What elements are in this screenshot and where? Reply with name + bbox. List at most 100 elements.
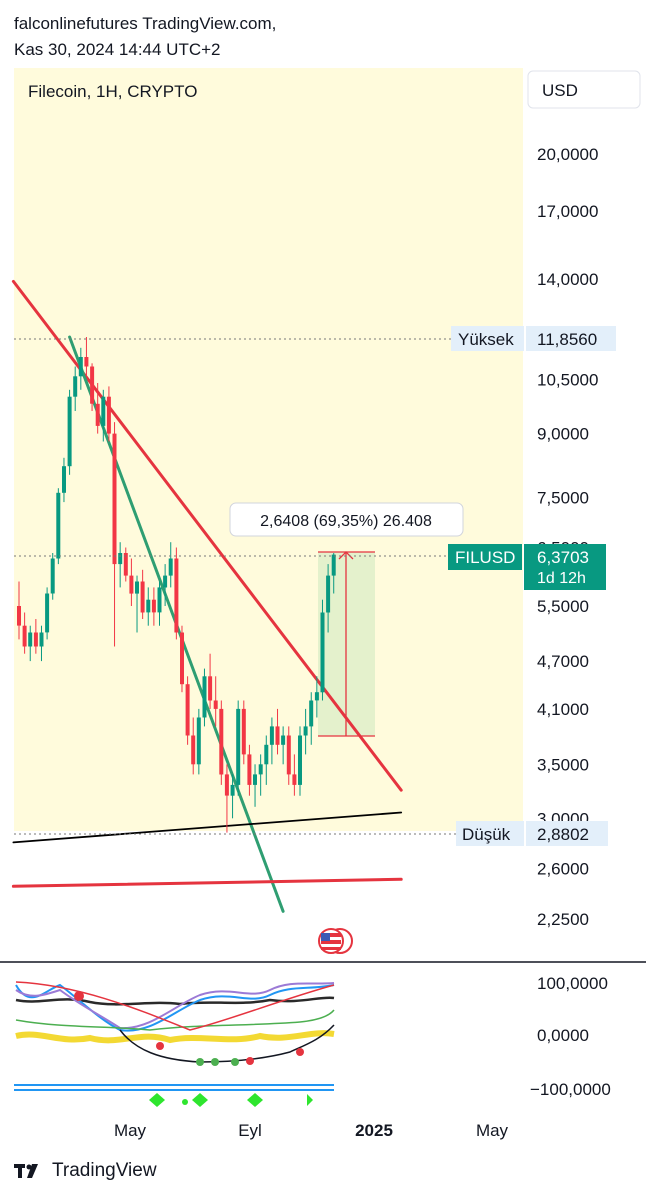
- candle-body: [39, 632, 44, 647]
- low-label: Düşük: [462, 825, 511, 844]
- candle-body: [33, 632, 38, 647]
- lower-red-line: [11, 877, 403, 888]
- candle-body: [151, 599, 156, 613]
- candle-body: [146, 599, 151, 613]
- tradingview-logo-icon: [14, 1164, 38, 1178]
- watermark-author: falconlinefutures TradingView.com,: [14, 14, 277, 33]
- y-tick-label: 7,5000: [537, 488, 589, 507]
- candle-body: [106, 396, 111, 434]
- watermark-timestamp: Kas 30, 2024 14:44 UTC+2: [14, 40, 221, 59]
- measure-arrowhead: [338, 551, 354, 560]
- candle-body: [180, 632, 184, 685]
- candle-body: [185, 684, 190, 736]
- candle-body: [140, 581, 145, 613]
- indicator-tick-zero: 0,0000: [537, 1026, 589, 1045]
- candle-body: [73, 376, 78, 397]
- high-label-bg: [451, 326, 524, 351]
- candle-body: [163, 575, 168, 588]
- candle-body: [50, 558, 55, 594]
- candle-body: [157, 587, 162, 613]
- descending-resistance: [11, 279, 403, 792]
- price-tag: 6,3703: [537, 548, 589, 567]
- candle-body: [281, 735, 286, 745]
- candle-body: [101, 396, 106, 426]
- indicator-pane: [14, 981, 335, 1107]
- currency-button[interactable]: [527, 70, 641, 109]
- candle-body: [213, 700, 218, 709]
- measure-label-box: [229, 502, 464, 537]
- low-value: 2,8802: [537, 825, 589, 844]
- symbol-tag-bg: [448, 544, 522, 570]
- candle-body: [241, 708, 246, 755]
- candle-body: [196, 717, 201, 765]
- countdown-tag: 1d 12h: [537, 570, 586, 587]
- symbol-tag: FILUSD: [455, 548, 515, 567]
- y-tick-label: 3,5000: [537, 755, 589, 774]
- y-tick-label: 4,1000: [537, 700, 589, 719]
- candle-body: [230, 784, 235, 796]
- y-tick-label: 9,0000: [537, 425, 589, 444]
- y-tick-label: 14,0000: [537, 270, 598, 289]
- us-flag-event-icon[interactable]: [318, 928, 353, 954]
- candle-body: [253, 774, 257, 785]
- tradingview-footer[interactable]: TradingView: [14, 1160, 157, 1182]
- y-tick-label: 4,7000: [537, 652, 589, 671]
- candle-body: [90, 366, 95, 404]
- candle-body: [78, 357, 83, 377]
- candle-body: [303, 726, 308, 736]
- candle-body: [309, 700, 314, 727]
- candle-body: [135, 581, 139, 594]
- candle-body: [286, 735, 291, 775]
- low-value-bg: [526, 821, 608, 846]
- y-tick-label: 17,0000: [537, 202, 598, 221]
- high-value: 11,8560: [537, 330, 597, 349]
- candle-body: [84, 357, 89, 367]
- y-tick-label: 20,0000: [537, 145, 598, 164]
- high-value-bg: [526, 326, 616, 351]
- price-tag-bg: [524, 544, 606, 590]
- support-line: [12, 811, 403, 844]
- candle-body: [95, 403, 100, 426]
- candle-body: [62, 466, 66, 493]
- candle-body: [298, 735, 302, 785]
- indicator-tick-high: 100,0000: [537, 974, 608, 993]
- candle-body: [236, 708, 241, 785]
- candle-body: [67, 396, 72, 467]
- x-tick-eyl: Eyl: [238, 1121, 262, 1140]
- range-highlight: [14, 68, 523, 831]
- measure-label: 2,6408 (69,35%) 26.408: [260, 513, 432, 530]
- currency-label: USD: [542, 81, 578, 100]
- candle-body: [320, 612, 325, 693]
- candle-body: [118, 553, 123, 565]
- candle-body: [224, 774, 229, 796]
- candle-body: [314, 692, 319, 701]
- candle-body: [112, 433, 117, 565]
- low-label-bg: [456, 821, 524, 846]
- candle-body: [17, 606, 21, 626]
- candle-body: [123, 553, 128, 576]
- y-tick-label: 10,5000: [537, 371, 598, 390]
- x-tick-may-2: May: [476, 1121, 509, 1140]
- candle-body: [22, 625, 27, 647]
- candle-body: [331, 554, 336, 576]
- candle-body: [28, 632, 33, 647]
- candle-body: [174, 558, 179, 633]
- candle-body: [219, 708, 224, 775]
- candle-body: [191, 735, 196, 765]
- candle-body: [326, 575, 331, 613]
- candle-body: [168, 558, 173, 576]
- candle-body: [269, 726, 274, 745]
- candle-body: [129, 575, 134, 594]
- candle-body: [247, 754, 252, 785]
- candle-body: [292, 774, 297, 785]
- candle-body: [208, 676, 213, 701]
- chart-title: Filecoin, 1H, CRYPTO: [28, 82, 197, 101]
- high-label: Yüksek: [458, 330, 514, 349]
- candle-body: [202, 676, 207, 718]
- candle-body: [45, 593, 50, 633]
- candle-body: [56, 492, 61, 559]
- y-tick-label: 2,6000: [537, 859, 589, 878]
- candle-body: [258, 764, 263, 775]
- y-tick-label: 5,5000: [537, 597, 589, 616]
